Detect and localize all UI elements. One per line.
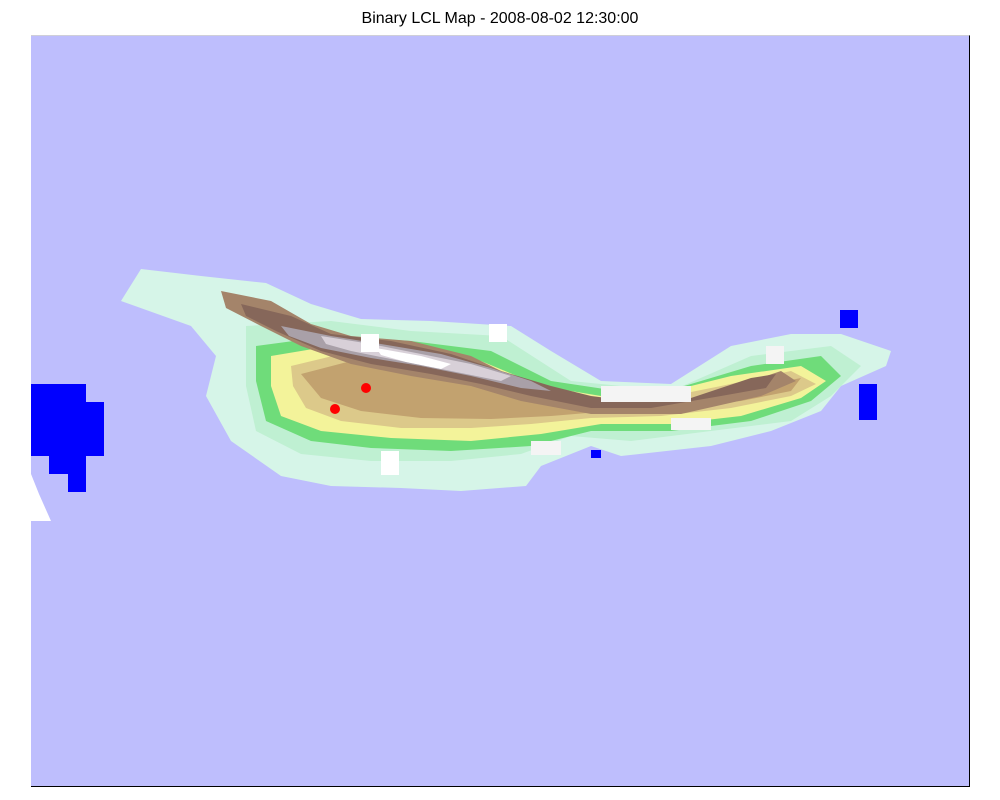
station-marker[interactable] [361,383,371,393]
station-marker[interactable] [330,404,340,414]
masked-area-west [31,474,51,521]
lcl-map [31,36,969,786]
lcl-cells-east [591,310,877,458]
island-terrain [121,269,891,491]
map-frame [31,35,970,787]
map-title: Binary LCL Map - 2008-08-02 12:30:00 [361,10,639,27]
lcl-cells-west [31,384,104,492]
